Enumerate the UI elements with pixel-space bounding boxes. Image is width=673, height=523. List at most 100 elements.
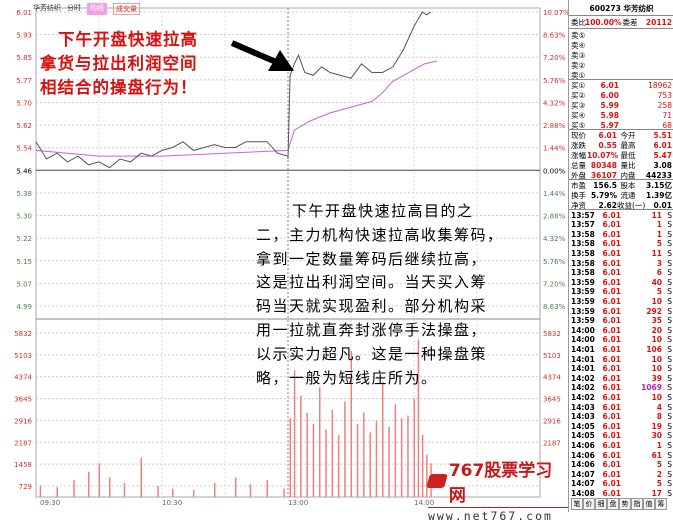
panel-tab[interactable]: 价 [583, 498, 595, 510]
trade-volume: 1 [656, 220, 662, 230]
red-annotation-line: 下午开盘快速拉高 [58, 30, 198, 49]
trade-time: 14:02 [571, 383, 595, 393]
quote-label: 收益(一) [617, 200, 646, 210]
volume-bar [331, 409, 334, 497]
panel-tab[interactable]: 盘 [607, 498, 619, 510]
trade-price: 6.01 [602, 373, 621, 383]
trade-row: 14:02 6.01 39 S [571, 373, 672, 383]
trade-volume: 19 [651, 421, 662, 431]
trade-side: S [667, 258, 672, 268]
logo-url: www.net767.com [428, 509, 553, 523]
trade-row: 14:06 6.01 5 S [571, 460, 672, 470]
trade-side: S [667, 412, 672, 422]
trade-row: 14:01 6.01 10 S [571, 354, 672, 364]
volume-bar [426, 454, 428, 497]
ask-label: 卖③ [571, 50, 586, 60]
price-tick-label: 5.54 [16, 145, 32, 153]
trade-volume: 10 [651, 335, 662, 345]
percent-tick-label: 8.63% [543, 303, 566, 311]
trade-row: 13:59 6.01 40 S [571, 277, 672, 287]
panel-tab[interactable]: 值 [643, 498, 655, 510]
trade-side: S [667, 354, 672, 364]
volume-bar [266, 480, 268, 497]
trade-side: S [667, 383, 672, 393]
trade-side: S [667, 239, 672, 249]
trade-time: 14:05 [571, 431, 595, 441]
trade-volume: 61 [651, 450, 662, 460]
quote-label: 流通 [620, 190, 636, 200]
percent-tick-label: 7.20% [543, 280, 566, 288]
trade-row: 14:07 6.01 2 S [571, 469, 672, 479]
trade-volume: 11 [651, 248, 662, 258]
bid-price: 5.97 [600, 120, 619, 130]
panel-tab[interactable]: 筹 [655, 498, 667, 510]
volume-bar [388, 426, 390, 497]
volume-bar [214, 482, 216, 497]
trade-side: S [667, 469, 672, 479]
percent-tick-label: 4.32% [543, 99, 566, 107]
volume-bar [375, 421, 378, 497]
volume-label[interactable]: 成交量 [113, 3, 140, 15]
trade-time: 13:58 [571, 229, 595, 239]
trade-row: 13:58 6.01 5 S [571, 239, 672, 249]
percent-tick-label: 10.07% [543, 9, 568, 17]
quote-row: 换手 5.79% 流通 1.39亿 [571, 190, 672, 200]
volume-bar [344, 401, 346, 497]
trade-volume: 3 [656, 258, 662, 268]
quote-label: 最低 [620, 150, 636, 160]
volume-tick-label: 4374 [14, 374, 32, 382]
panel-tab[interactable]: 笔 [571, 498, 583, 510]
trade-price: 6.01 [602, 354, 621, 364]
avg-line-label[interactable]: 均线 [87, 3, 107, 15]
trade-side: S [667, 325, 672, 335]
volume-bar [109, 477, 111, 497]
trade-side: S [667, 364, 672, 374]
volume-bar [140, 457, 142, 497]
quote-value: 10.07% [587, 150, 619, 160]
panel-tab[interactable]: 指 [631, 498, 643, 510]
quote-label: 涨跌 [571, 140, 586, 150]
price-tick-label: 5.46 [16, 167, 32, 175]
black-annotation-line: 略，一般为短线庄所为。 [256, 368, 438, 387]
trade-row: 14:00 6.01 10 S [571, 335, 672, 345]
trade-side: S [667, 316, 672, 326]
weicha-value: 20112 [645, 17, 672, 27]
watermark-logo: 767股票学习网 www.net767.com [426, 456, 568, 523]
quote-row: 涨幅 10.07% 最低 5.47 [571, 150, 672, 160]
quote-value: 2.62 [598, 200, 617, 210]
trade-side: S [667, 421, 672, 431]
volume-tick-label: 2187 [543, 439, 561, 447]
trade-price: 6.01 [602, 412, 621, 422]
trade-price: 6.01 [602, 469, 621, 479]
trade-volume: 30 [651, 431, 662, 441]
intraday-chart[interactable]: 6.01 10.07% 5.93 8.63% 5.85 7.20% 5.77 5.76% 5.7… [0, 0, 568, 512]
ask-label: 卖④ [571, 40, 586, 50]
trade-volume: 292 [646, 306, 662, 316]
trade-price: 6.01 [602, 402, 621, 412]
panel-tab[interactable]: 势 [619, 498, 631, 510]
percent-tick-label: 7.20% [543, 54, 566, 62]
trade-row: 14:08 6.01 17 S [571, 488, 672, 498]
bid-label: 买④ [571, 110, 586, 120]
volume-bar [88, 471, 90, 497]
trade-time: 14:07 [571, 469, 595, 479]
black-annotation-line: 下午开盘快速拉高目的之 [292, 202, 474, 220]
trade-price: 6.01 [602, 392, 621, 402]
black-annotation-line: 用一拉就直奔封涨停手法操盘， [256, 320, 488, 339]
average-price-line [35, 60, 438, 157]
price-tick-label: 5.77 [16, 77, 32, 85]
trade-price: 6.01 [602, 460, 621, 470]
weicha-label: 委差 [622, 17, 638, 27]
ask-label: 卖① [571, 70, 586, 80]
panel-tabs: 笔价细盘势指值筹 [571, 498, 667, 510]
panel-tab[interactable]: 细 [595, 498, 607, 510]
quote-label: 市盈 [571, 180, 586, 190]
quote-value: 5.47 [653, 150, 672, 160]
trade-price: 6.01 [602, 421, 621, 431]
black-annotation: 下午开盘快速拉高目的之 二，主力机构快速拉高收集筹码， 拿到一定数量筹码后继续拉… [256, 200, 556, 390]
quote-value: 3.15亿 [645, 180, 672, 190]
quote-value: 5.79% [590, 190, 617, 200]
mode-label[interactable]: 分时 [67, 4, 81, 12]
trade-row: 13:59 6.01 10 S [571, 296, 672, 306]
trade-time: 14:00 [571, 335, 595, 345]
